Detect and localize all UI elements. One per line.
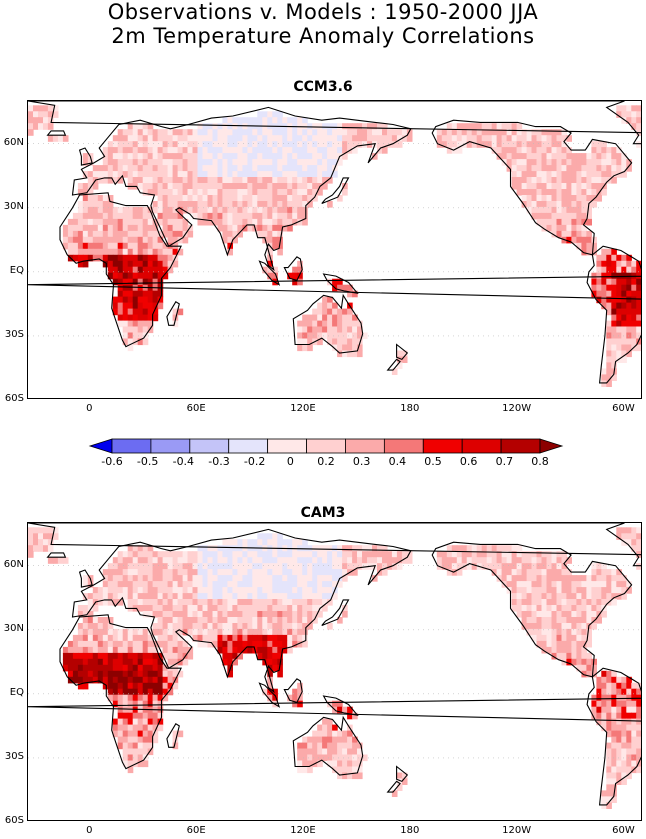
lat-tick-label: 30N	[3, 622, 24, 634]
map-panel-cam	[27, 522, 642, 821]
colorbar-tick-label: 0	[286, 455, 294, 468]
colorbar-segment	[189, 438, 230, 454]
lon-tick-label: 60E	[186, 825, 206, 836]
lon-tick-label: 120W	[502, 825, 532, 836]
colorbar-segment	[150, 438, 191, 454]
panel-title-cam: CAM3	[300, 505, 346, 521]
lat-tick-label: 60N	[3, 136, 24, 148]
panel-title-ccm: CCM3.6	[293, 79, 353, 95]
lat-tick-label: EQ	[9, 264, 24, 276]
lat-tick-label: 60N	[3, 558, 24, 570]
figure-title-line2: 2m Temperature Anomaly Correlations	[111, 24, 535, 48]
colorbar-high-arrow	[539, 438, 564, 454]
lon-tick-label: 60E	[186, 403, 206, 414]
colorbar-segment	[500, 438, 541, 454]
colorbar	[88, 438, 564, 454]
lon-tick-label: 60W	[612, 825, 635, 836]
colorbar-tick-label: 0.6	[459, 455, 478, 468]
colorbar-low-arrow	[88, 438, 113, 454]
colorbar-tick-label: 0.7	[495, 455, 514, 468]
lat-tick-label: 30N	[3, 200, 24, 212]
colorbar-tick-label: 0.5	[424, 455, 442, 468]
colorbar-tick-label: -0.4	[172, 455, 195, 468]
lon-tick-label: 0	[86, 403, 93, 414]
figure-title-line1: Observations v. Models : 1950-2000 JJA	[107, 0, 539, 24]
colorbar-tick-label: 0.8	[531, 455, 549, 468]
colorbar-segment	[111, 438, 152, 454]
lon-tick-label: 120E	[290, 403, 316, 414]
colorbar-segment	[267, 438, 307, 454]
colorbar-tick-label: 0.3	[352, 455, 371, 468]
lon-tick-label: 120E	[290, 825, 316, 836]
lat-tick-label: 30S	[4, 750, 24, 762]
map-panel-ccm	[27, 100, 642, 399]
colorbar-tick-label: -0.2	[243, 455, 266, 468]
colorbar-segment	[228, 438, 269, 454]
colorbar-segment	[383, 438, 424, 454]
lon-tick-label: 60W	[612, 403, 635, 414]
colorbar-tick-label: 0.2	[317, 455, 335, 468]
lat-tick-label: 30S	[4, 328, 24, 340]
lat-tick-label: 60S	[4, 393, 24, 404]
colorbar-segment	[422, 438, 463, 454]
colorbar-tick-label: -0.6	[101, 455, 123, 468]
lat-tick-label: EQ	[9, 686, 24, 698]
lat-tick-label: 60S	[4, 815, 24, 826]
colorbar-segment	[461, 438, 502, 454]
colorbar-tick-label: -0.5	[136, 455, 159, 468]
lon-tick-label: 180	[400, 403, 420, 414]
lon-tick-label: 120W	[502, 403, 532, 414]
colorbar-tick-label: -0.3	[208, 455, 230, 468]
colorbar-segment	[345, 438, 385, 454]
lon-tick-label: 180	[400, 825, 420, 836]
colorbar-tick-label: 0.4	[388, 455, 407, 468]
lon-tick-label: 0	[86, 825, 93, 836]
colorbar-segment	[306, 438, 346, 454]
